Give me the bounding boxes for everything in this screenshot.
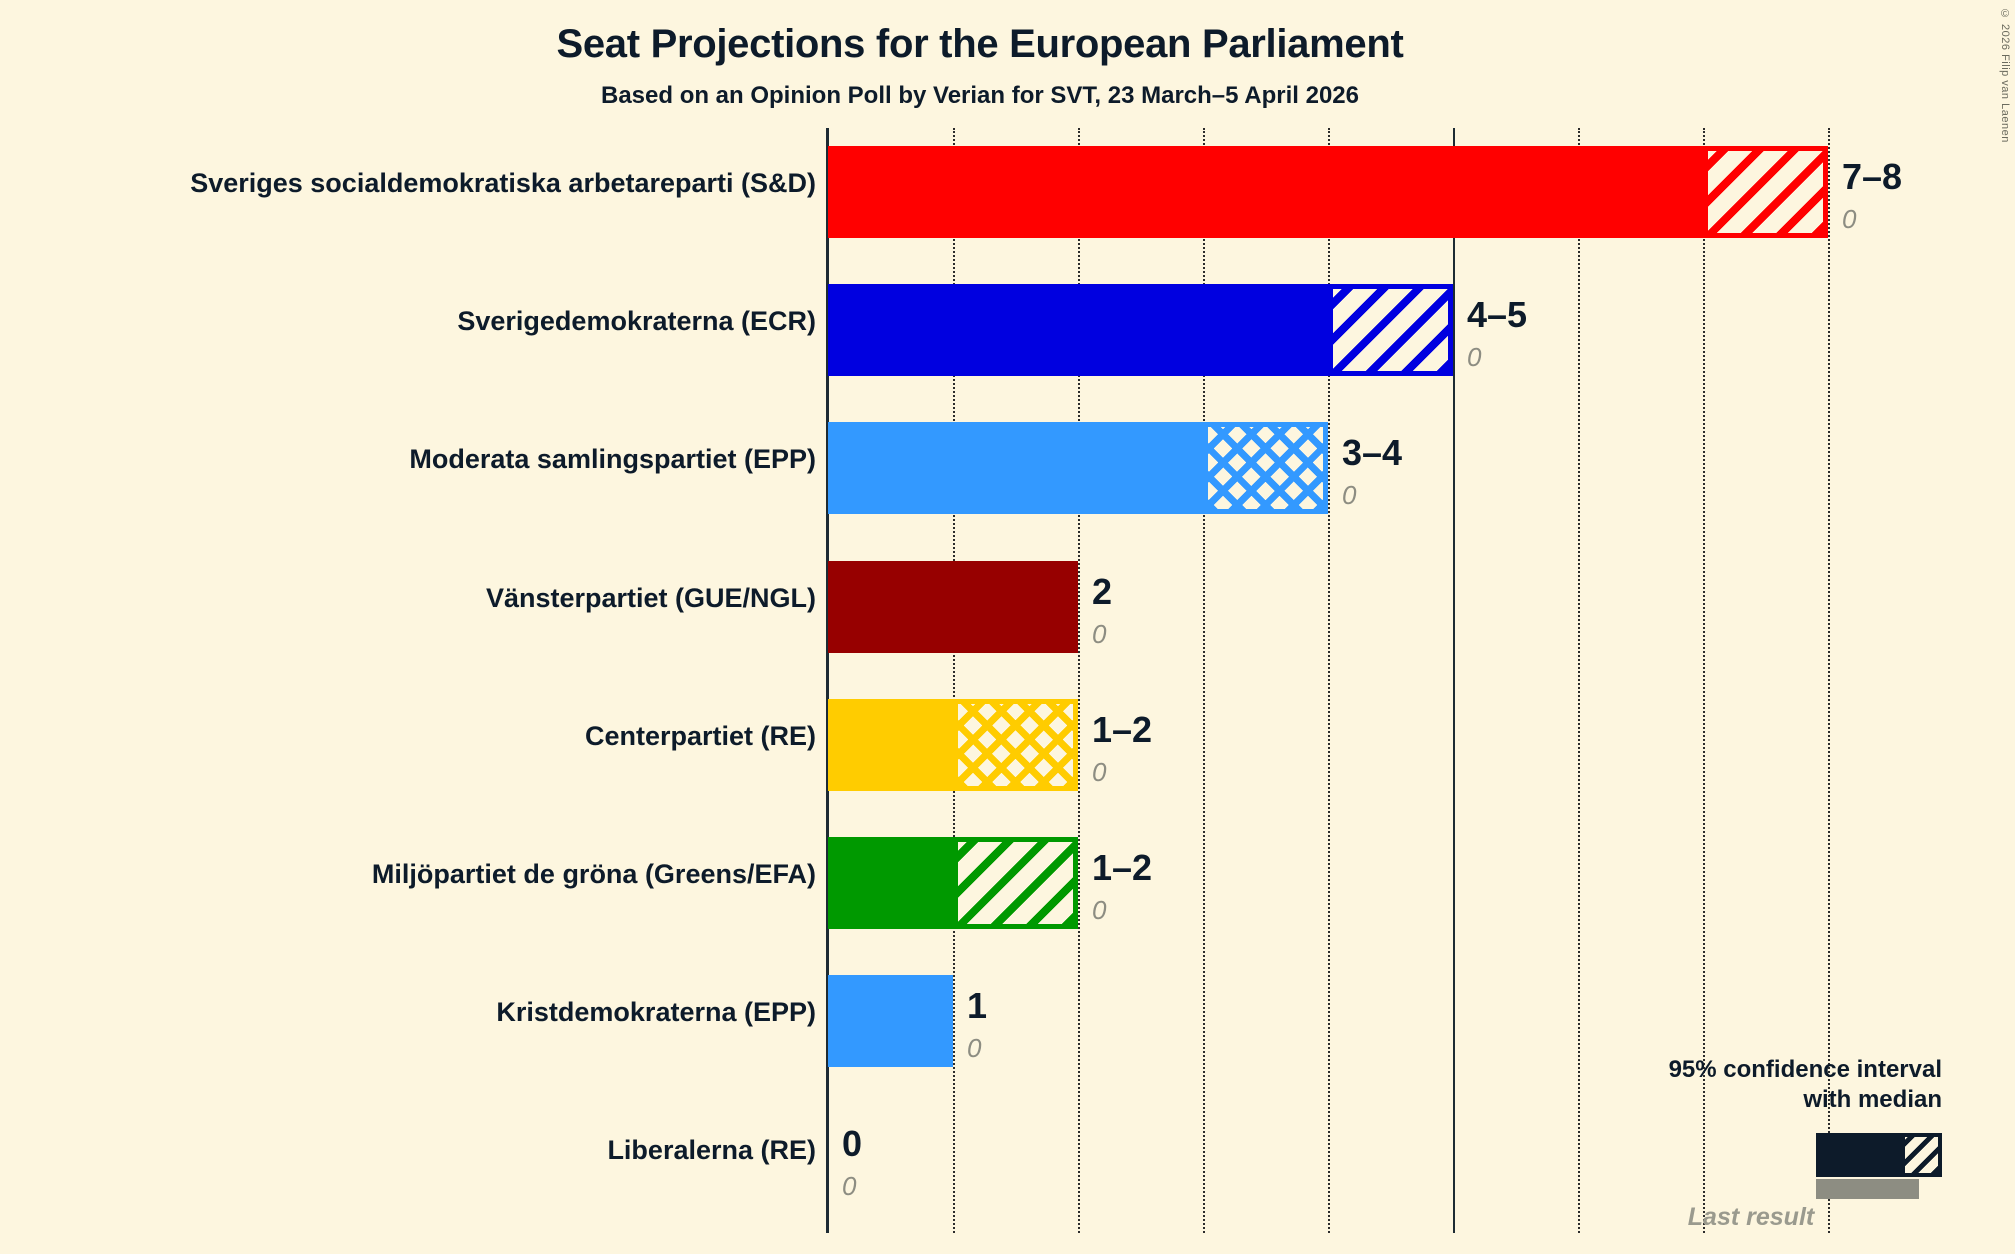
- party-label: Miljöpartiet de gröna (Greens/EFA): [371, 859, 816, 889]
- gridline-8: [1828, 128, 1830, 1233]
- bar-confidence-segment: [953, 837, 1078, 929]
- bar-median-segment: [828, 284, 1328, 377]
- legend-cross-hatch-swatch: [1859, 1133, 1901, 1177]
- chart-subtitle: Based on an Opinion Poll by Verian for S…: [600, 82, 1359, 109]
- seat-range-value: 1: [967, 985, 988, 1027]
- seat-range-value: 2: [1092, 570, 1113, 612]
- gridline-6: [1578, 128, 1580, 1233]
- party-label: Sverigedemokraterna (ECR): [457, 306, 816, 337]
- seat-range-value: 7–8: [1842, 156, 1903, 197]
- bar-row: Liberalerna (RE) 0 0: [0, 1095, 2015, 1223]
- gridline-2: [1078, 128, 1080, 1233]
- bar-median-segment: [828, 146, 1703, 238]
- party-label: Vänsterpartiet (GUE/NGL): [485, 582, 816, 613]
- bar-row: Miljöpartiet de gröna (Greens/EFA) 1–2 0: [0, 819, 2015, 947]
- bar-median-segment: [828, 837, 953, 929]
- bar-row: Centerpartiet (RE) 1–2 0: [0, 681, 2015, 809]
- legend-last-result-label: Last result: [1687, 1203, 1815, 1231]
- bar-confidence-segment: [1203, 422, 1328, 515]
- party-label: Kristdemokraterna (EPP): [496, 997, 816, 1028]
- bar-confidence-segment: [953, 698, 1078, 791]
- gridline-5: [1453, 128, 1455, 1233]
- legend-last-result-swatch: [1816, 1179, 1919, 1199]
- gridline-7: [1703, 128, 1705, 1233]
- last-result-value: 0: [1092, 756, 1107, 787]
- bar-confidence-segment: [1703, 146, 1828, 238]
- gridline-1: [953, 128, 955, 1233]
- bar-row: Moderata samlingspartiet (EPP) 3–4 0: [0, 404, 2015, 532]
- bar-median-segment: [828, 975, 953, 1068]
- seat-range-value: 0: [842, 1123, 863, 1165]
- last-result-value: 0: [1342, 480, 1357, 511]
- last-result-value: 0: [967, 1033, 982, 1064]
- seat-range-value: 1–2: [1092, 708, 1153, 750]
- seat-range-value: 1–2: [1092, 847, 1153, 888]
- legend-diagonal-hatch-swatch: [1901, 1133, 1942, 1177]
- seat-range-value: 4–5: [1467, 294, 1528, 336]
- last-result-value: 0: [1092, 618, 1107, 649]
- bar-row: Sveriges socialdemokratiska arbetarepart…: [0, 128, 2015, 256]
- gridline-3: [1203, 128, 1205, 1233]
- bar-confidence-segment: [1328, 284, 1453, 377]
- legend-line-2: with median: [1803, 1086, 1942, 1113]
- page-title: Seat Projections for the European Parlia…: [556, 22, 1404, 66]
- y-axis-line: [826, 128, 829, 1233]
- bar-median-segment: [828, 422, 1203, 515]
- party-label: Sveriges socialdemokratiska arbetarepart…: [190, 168, 816, 198]
- plot-area: [828, 128, 1830, 1233]
- chart-legend: 95% confidence interval with median Last…: [1560, 1055, 1980, 1250]
- legend-line-1: 95% confidence interval: [1668, 1056, 1942, 1083]
- last-result-value: 0: [842, 1171, 857, 1202]
- bar-median-segment: [828, 560, 1078, 653]
- party-label: Moderata samlingspartiet (EPP): [409, 444, 816, 475]
- last-result-value: 0: [1092, 895, 1107, 925]
- bar-row: Kristdemokraterna (EPP) 1 0: [0, 957, 2015, 1085]
- bar-median-segment: [828, 698, 953, 791]
- seat-range-value: 3–4: [1342, 432, 1403, 474]
- copyright-notice: © 2026 Filip van Laenen: [1999, 8, 2011, 143]
- last-result-value: 0: [1467, 342, 1482, 373]
- gridline-4: [1328, 128, 1330, 1233]
- legend-ci-bar: [1816, 1133, 1942, 1177]
- bar-row: Vänsterpartiet (GUE/NGL) 2 0: [0, 543, 2015, 671]
- party-label: Centerpartiet (RE): [584, 720, 816, 751]
- bar-row: Sverigedemokraterna (ECR) 4–5 0: [0, 266, 2015, 394]
- party-label: Liberalerna (RE): [607, 1135, 816, 1166]
- last-result-value: 0: [1842, 204, 1857, 234]
